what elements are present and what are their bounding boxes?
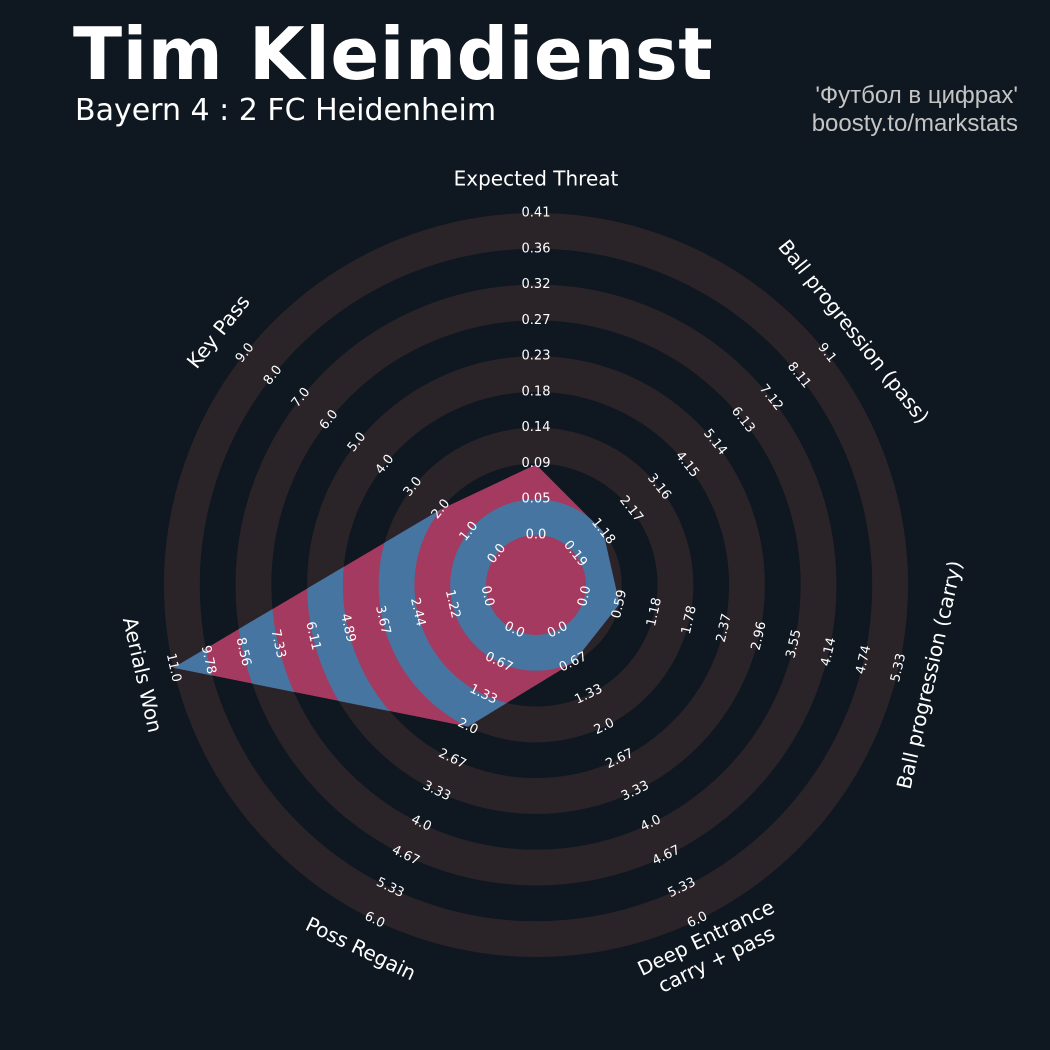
tick-label: 2.37: [714, 612, 735, 644]
tick-label: 0.14: [522, 420, 551, 435]
tick-label: 0.41: [522, 206, 551, 221]
tick-label: 0.23: [522, 349, 551, 364]
player-polygon-band: [307, 464, 620, 727]
tick-label: 0.59: [609, 588, 630, 620]
tick-label: 3.67: [372, 604, 393, 636]
tick-label: 0.0: [526, 528, 547, 543]
tick-label: 0.0: [478, 584, 497, 608]
tick-label: 8.56: [233, 636, 254, 668]
parameter-label: Aerials Won: [118, 615, 168, 735]
tick-label: 1.78: [679, 604, 700, 636]
tick-label: 0.32: [522, 277, 551, 292]
tick-label: 4.14: [818, 636, 839, 668]
tick-label: 3.55: [784, 628, 805, 660]
tick-label: 7.33: [267, 628, 288, 660]
credit-line-2: boosty.to/markstats: [811, 110, 1018, 137]
parameter-label-line: Expected Threat: [454, 167, 619, 191]
radar-ring-band: [163, 212, 909, 958]
tick-label: 0.0: [575, 584, 594, 608]
tick-label: 0.05: [522, 492, 551, 507]
tick-label: 4.89: [337, 612, 358, 644]
tick-label: 2.44: [407, 596, 428, 628]
tick-label: 11.0: [163, 652, 184, 684]
tick-label: 1.18: [644, 596, 665, 628]
player-polygon-band: [450, 499, 620, 671]
player-name-title: Tim Kleindienst: [73, 12, 714, 96]
tick-label: 0.09: [522, 456, 551, 471]
tick-label: 9.78: [198, 644, 219, 676]
parameter-label-line: Aerials Won: [118, 615, 168, 735]
tick-label: 0.36: [522, 241, 551, 256]
tick-label: 2.96: [749, 620, 770, 652]
tick-label: 1.22: [442, 588, 463, 620]
parameter-label: Expected Threat: [454, 167, 619, 191]
match-subtitle: Bayern 4 : 2 FC Heidenheim: [75, 93, 497, 128]
tick-label: 0.18: [522, 384, 551, 399]
tick-labels: 0.0 0.05 0.09 0.14 0.18 0.23 0.27 0.32 0.36 0.41 0…: [163, 206, 909, 932]
tick-label: 4.74: [853, 644, 874, 676]
credit-block: 'Футбол в цифрах' boosty.to/markstats: [812, 82, 1018, 138]
tick-label: 0.27: [522, 313, 551, 328]
tick-label: 5.33: [888, 652, 909, 684]
credit-line-1: 'Футбол в цифрах': [815, 82, 1018, 109]
tick-label: 6.11: [302, 620, 323, 652]
radar-ring-band: [235, 284, 837, 886]
